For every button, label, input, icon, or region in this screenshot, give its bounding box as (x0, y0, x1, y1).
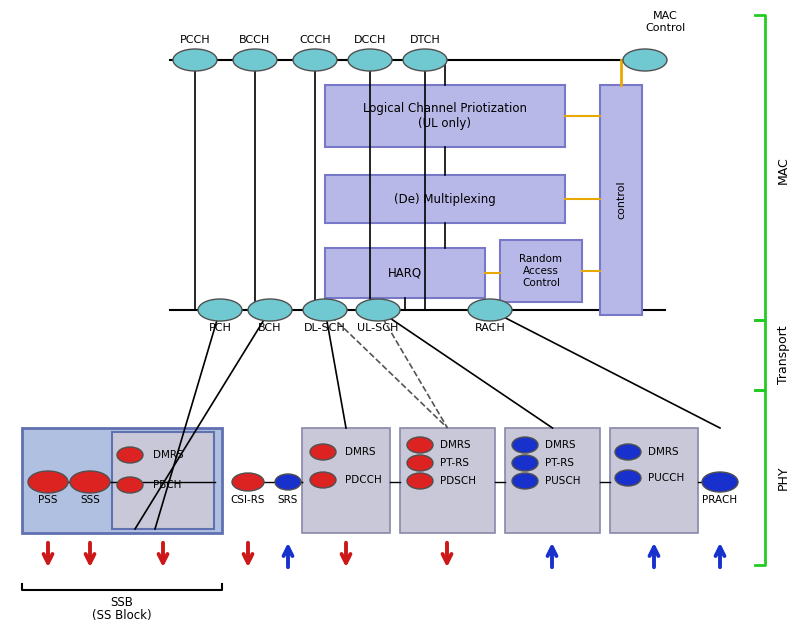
Bar (400, 428, 495, 533)
Text: CSI-RS: CSI-RS (231, 495, 265, 505)
Text: DMRS: DMRS (345, 447, 376, 457)
Ellipse shape (310, 444, 336, 460)
Text: PRACH: PRACH (702, 495, 738, 505)
Text: DCCH: DCCH (354, 35, 386, 45)
Bar (325, 248, 485, 298)
Ellipse shape (468, 299, 512, 321)
Ellipse shape (117, 447, 143, 463)
Ellipse shape (623, 49, 667, 71)
Text: PDCCH: PDCCH (345, 475, 382, 485)
Ellipse shape (407, 437, 433, 453)
Ellipse shape (310, 472, 336, 488)
Text: PT-RS: PT-RS (440, 458, 469, 468)
Ellipse shape (512, 473, 538, 489)
Ellipse shape (233, 49, 277, 71)
Bar (610, 428, 698, 533)
Bar (325, 85, 565, 147)
Ellipse shape (702, 472, 738, 492)
Ellipse shape (28, 471, 68, 493)
Ellipse shape (512, 455, 538, 471)
Ellipse shape (403, 49, 447, 71)
Ellipse shape (275, 474, 301, 490)
Ellipse shape (407, 473, 433, 489)
Bar (325, 175, 565, 223)
Text: PUCCH: PUCCH (648, 473, 684, 483)
Text: MAC
Control: MAC Control (645, 11, 685, 33)
Text: Random
Access
Control: Random Access Control (519, 255, 562, 288)
Ellipse shape (303, 299, 347, 321)
Ellipse shape (615, 470, 641, 486)
Ellipse shape (117, 477, 143, 493)
Ellipse shape (248, 299, 292, 321)
Text: Logical Channel Priotization
(UL only): Logical Channel Priotization (UL only) (363, 102, 527, 130)
Text: SRS: SRS (278, 495, 298, 505)
Text: DTCH: DTCH (410, 35, 441, 45)
Ellipse shape (173, 49, 217, 71)
Text: (De) Multiplexing: (De) Multiplexing (394, 192, 496, 206)
Text: DMRS: DMRS (440, 440, 471, 450)
Ellipse shape (293, 49, 337, 71)
Text: MAC: MAC (777, 156, 790, 184)
Text: DMRS: DMRS (153, 450, 184, 460)
Text: Transport: Transport (777, 326, 790, 384)
Text: SSB: SSB (110, 596, 134, 608)
Ellipse shape (70, 471, 110, 493)
Text: (SS Block): (SS Block) (92, 610, 151, 622)
Ellipse shape (232, 473, 264, 491)
Ellipse shape (198, 299, 242, 321)
Text: PCCH: PCCH (180, 35, 211, 45)
Ellipse shape (615, 444, 641, 460)
Text: HARQ: HARQ (388, 267, 422, 279)
Text: PT-RS: PT-RS (545, 458, 574, 468)
Text: PUSCH: PUSCH (545, 476, 581, 486)
Text: BCCH: BCCH (240, 35, 271, 45)
Ellipse shape (407, 455, 433, 471)
Ellipse shape (512, 437, 538, 453)
Text: BCH: BCH (258, 323, 282, 333)
Bar (22, 428, 222, 533)
Ellipse shape (348, 49, 392, 71)
Bar (112, 432, 214, 529)
Text: DMRS: DMRS (545, 440, 576, 450)
Text: control: control (616, 181, 626, 219)
Text: UL-SCH: UL-SCH (357, 323, 399, 333)
Text: PCH: PCH (208, 323, 232, 333)
Bar (600, 85, 642, 315)
Bar (505, 428, 600, 533)
Text: PHY: PHY (777, 465, 790, 490)
Bar (302, 428, 390, 533)
Text: PBCH: PBCH (153, 480, 181, 490)
Ellipse shape (356, 299, 400, 321)
Text: SSS: SSS (80, 495, 100, 505)
Text: DL-SCH: DL-SCH (304, 323, 346, 333)
Text: DMRS: DMRS (648, 447, 679, 457)
Text: CCCH: CCCH (299, 35, 330, 45)
Bar (500, 240, 582, 302)
Text: RACH: RACH (475, 323, 505, 333)
Text: PSS: PSS (38, 495, 58, 505)
Text: PDSCH: PDSCH (440, 476, 476, 486)
